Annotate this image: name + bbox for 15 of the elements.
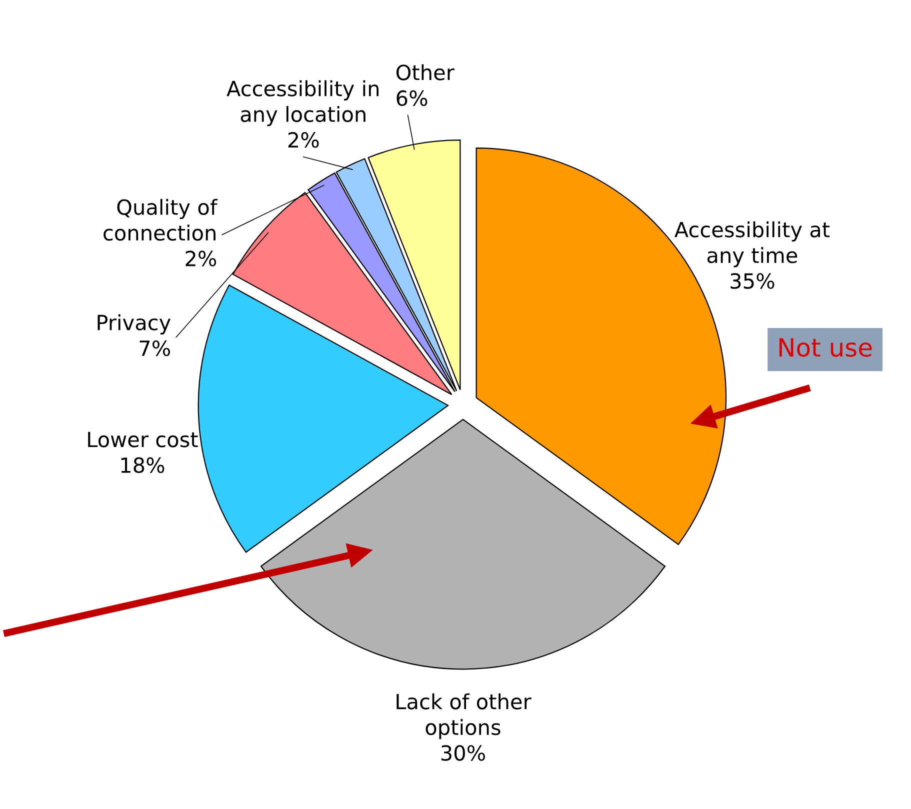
slice-label: Privacy (98, 314, 171, 334)
data-label: 18% (121, 457, 164, 474)
data-label: 6% (396, 90, 428, 106)
slice-label: Lack of other options (396, 693, 532, 740)
data-label: 7% (140, 340, 170, 356)
data-label: 2% (186, 250, 216, 266)
data-label: 30% (441, 745, 485, 761)
slice-label: Accessibility at any time (674, 221, 830, 268)
slice-label: Other (396, 64, 454, 80)
data-label: 2% (288, 132, 319, 148)
slice-label: Quality of connection (104, 198, 218, 241)
data-label: 35% (730, 273, 774, 289)
slice-label: Lower cost (88, 432, 198, 448)
slice-label: Accessibility in any location (226, 80, 379, 126)
text: Not use (780, 338, 872, 357)
